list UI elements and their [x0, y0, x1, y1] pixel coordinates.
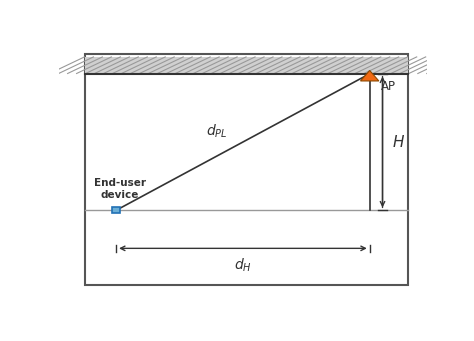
Bar	[85, 57, 408, 74]
Text: $d_{H}$: $d_{H}$	[234, 256, 252, 273]
Text: End-user
device: End-user device	[94, 178, 146, 200]
Polygon shape	[360, 71, 379, 81]
Bar	[85, 54, 408, 285]
Text: $H$: $H$	[392, 134, 405, 150]
Bar	[112, 207, 120, 213]
Text: AP: AP	[381, 80, 396, 93]
Text: $d_{PL}$: $d_{PL}$	[207, 123, 228, 140]
